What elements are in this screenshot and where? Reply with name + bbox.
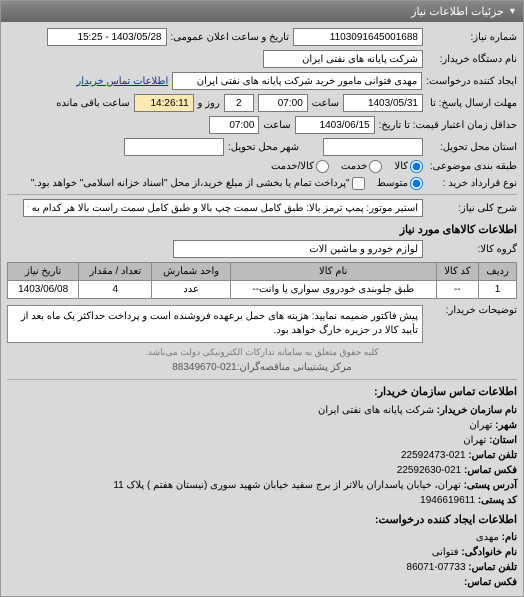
- phone2-value: 07733-86071: [407, 562, 466, 573]
- radio-small-label: متوسط: [377, 178, 408, 189]
- org-value: شرکت پایانه های نفتی ایران: [318, 405, 434, 416]
- tenative-date-input[interactable]: [295, 116, 375, 134]
- time-label-1: ساعت: [312, 98, 339, 109]
- table-cell: طبق جلوبندی خودروی سواری یا وانت--: [230, 281, 436, 299]
- time-label-2: ساعت: [263, 120, 290, 131]
- phone2-label: تلفن تماس:: [468, 562, 517, 573]
- requester-input[interactable]: [172, 72, 422, 90]
- family-label: نام خانوادگی:: [461, 547, 517, 558]
- title-label: شرح کلی نیاز:: [427, 203, 517, 214]
- footer-rights: کلیه حقوق متعلق به سامانه تدارکات الکترو…: [7, 347, 517, 358]
- buyer-org-label: نام دستگاه خریدار:: [427, 54, 517, 65]
- radio-goods-input[interactable]: [410, 160, 423, 173]
- contract-note: "پرداخت تمام یا بخشی از مبلغ خرید،از محل…: [31, 178, 350, 189]
- main-panel: ▾ جزئیات اطلاعات نیاز شماره نیاز: تاریخ …: [0, 0, 524, 597]
- state-label: استان:: [489, 435, 517, 446]
- day-label: روز و: [198, 98, 220, 109]
- goods-group-input[interactable]: [173, 240, 423, 258]
- delivery-city-input[interactable]: [124, 138, 224, 156]
- number-label: شماره نیاز:: [427, 32, 517, 43]
- checkbox-note-input[interactable]: [352, 177, 365, 190]
- remaining-time-input: [134, 94, 194, 112]
- reply-date-input[interactable]: [343, 94, 423, 112]
- table-cell: 1: [479, 281, 517, 299]
- table-header-cell: نام کالا: [230, 263, 436, 281]
- phone-value: 021-22592473: [401, 450, 466, 461]
- remaining-label: ساعت باقی مانده: [56, 98, 129, 109]
- budget-group-label: طبقه بندی موضوعی:: [427, 161, 517, 172]
- table-header-cell: کد کالا: [436, 263, 479, 281]
- panel-title: جزئیات اطلاعات نیاز: [411, 5, 504, 18]
- goods-group-label: گروه کالا:: [427, 244, 517, 255]
- expand-icon[interactable]: ▾: [510, 6, 515, 17]
- city-value: تهران: [469, 420, 492, 431]
- desc-label: توضیحات خریدار:: [427, 305, 517, 316]
- table-header-cell: تعداد / مقدار: [79, 263, 152, 281]
- table-body: 1--طبق جلوبندی خودروی سواری یا وانت--عدد…: [8, 281, 517, 299]
- delivery-state-label: استان محل تحویل:: [427, 142, 517, 153]
- goods-section-title: اطلاعات کالاهای مورد نیاز: [7, 223, 517, 236]
- name-value: مهدی: [476, 532, 499, 543]
- phone-label: تلفن تماس:: [468, 450, 517, 461]
- org-label: نام سازمان خریدار:: [437, 405, 517, 416]
- table-header-row: ردیفکد کالانام کالاواحد شمارشتعداد / مقد…: [8, 263, 517, 281]
- radio-both-input[interactable]: [316, 160, 329, 173]
- goods-table: ردیفکد کالانام کالاواحد شمارشتعداد / مقد…: [7, 262, 517, 299]
- contact2-section-title: اطلاعات ایجاد کننده درخواست:: [7, 512, 517, 529]
- table-row: 1--طبق جلوبندی خودروی سواری یا وانت--عدد…: [8, 281, 517, 299]
- reply-deadline-label: مهلت ارسال پاسخ: تا: [427, 98, 517, 109]
- buyer-org-input[interactable]: [263, 50, 423, 68]
- footer-support: مرکز پشتیبانی مناقصه‌گران:021-88349670: [7, 362, 517, 373]
- radio-goods-label: کالا: [394, 161, 408, 172]
- radio-services[interactable]: خدمت: [341, 160, 383, 173]
- tenative-time-input[interactable]: [209, 116, 259, 134]
- panel-header: ▾ جزئیات اطلاعات نیاز: [1, 1, 523, 22]
- radio-small-input[interactable]: [410, 177, 423, 190]
- announce-input[interactable]: [47, 28, 167, 46]
- contract-type-label: نوع قرارداد خرید :: [427, 178, 517, 189]
- reply-time-input[interactable]: [258, 94, 308, 112]
- checkbox-note[interactable]: "پرداخت تمام یا بخشی از مبلغ خرید،از محل…: [31, 177, 365, 190]
- radio-both-label: کالا/خدمت: [271, 161, 314, 172]
- radio-small[interactable]: متوسط: [377, 177, 423, 190]
- address-label: آدرس پستی:: [464, 480, 517, 491]
- state-value: تهران: [463, 435, 486, 446]
- postal-label: کد پستی:: [478, 495, 517, 506]
- remaining-days-input: [224, 94, 254, 112]
- table-header-cell: تاریخ نیاز: [8, 263, 79, 281]
- buyer-contact-link[interactable]: اطلاعات تماس خریدار: [76, 76, 168, 87]
- table-cell: 4: [79, 281, 152, 299]
- delivery-city-label: شهر محل تحویل:: [228, 142, 299, 153]
- announce-label: تاریخ و ساعت اعلان عمومی:: [171, 32, 290, 43]
- contact-section-title: اطلاعات تماس سازمان خریدار:: [7, 384, 517, 401]
- requester-label: ایجاد کننده درخواست:: [426, 76, 517, 87]
- fax-value: 021-22592630: [397, 465, 462, 476]
- delivery-state-input[interactable]: [323, 138, 423, 156]
- number-input[interactable]: [293, 28, 423, 46]
- tenative-label: حداقل زمان اعتبار قیمت: تا تاریخ:: [379, 120, 517, 131]
- table-header-cell: واحد شمارش: [152, 263, 230, 281]
- panel-body: شماره نیاز: تاریخ و ساعت اعلان عمومی: نا…: [1, 22, 523, 596]
- fax-label: فکس تماس:: [464, 465, 517, 476]
- family-value: فتوانی: [432, 547, 459, 558]
- table-cell: --: [436, 281, 479, 299]
- title-input[interactable]: [23, 199, 423, 217]
- desc-box: پیش فاکتور ضمیمه نمایید: هزینه های حمل ب…: [7, 305, 423, 343]
- fax2-label: فکس تماس:: [464, 577, 517, 588]
- name-label: نام:: [502, 532, 517, 543]
- postal-value: 1946619611: [420, 495, 475, 506]
- table-cell: 1403/06/08: [8, 281, 79, 299]
- radio-both[interactable]: کالا/خدمت: [271, 160, 329, 173]
- radio-services-input[interactable]: [369, 160, 382, 173]
- table-cell: عدد: [152, 281, 230, 299]
- table-header-cell: ردیف: [479, 263, 517, 281]
- address-value: تهران، خیابان پاسداران بالاتر از برج سفی…: [113, 480, 460, 491]
- radio-goods[interactable]: کالا: [394, 160, 423, 173]
- radio-services-label: خدمت: [341, 161, 368, 172]
- city-label: شهر:: [495, 420, 517, 431]
- contact-block: اطلاعات تماس سازمان خریدار: نام سازمان خ…: [7, 379, 517, 590]
